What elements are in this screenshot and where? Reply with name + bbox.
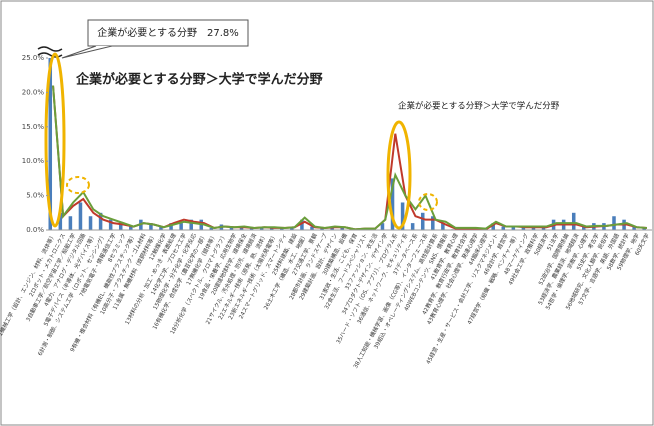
bar (420, 212, 425, 230)
bar (501, 226, 506, 230)
bar (491, 223, 495, 230)
bar (239, 226, 244, 230)
bar (88, 216, 93, 230)
bar (310, 226, 314, 230)
bar (390, 178, 395, 230)
y-tick-label: 5.0% (26, 192, 44, 200)
bar (300, 219, 304, 230)
bar (340, 226, 344, 230)
bar (229, 226, 234, 230)
bar (632, 226, 636, 230)
bar (642, 227, 646, 230)
bar (209, 227, 214, 230)
bar (431, 216, 435, 230)
bar (441, 223, 445, 230)
bar (269, 227, 274, 230)
highlight (418, 193, 438, 211)
bar (179, 223, 183, 230)
line (52, 85, 648, 231)
bar (48, 58, 53, 231)
y-tick-label: 25.0% (22, 54, 45, 62)
plot (48, 58, 648, 231)
callout-pointer (61, 45, 113, 59)
y-tick-label: 10.0% (22, 157, 45, 165)
bar (541, 226, 546, 230)
bar (129, 226, 133, 230)
annotation: 企業が必要とする分野＞大学で学んだ分野 (398, 101, 560, 112)
bar (118, 221, 123, 230)
highlight (44, 52, 66, 228)
bar (380, 223, 385, 230)
bar (410, 223, 415, 230)
bar (78, 202, 83, 230)
bar (108, 219, 113, 230)
bar (169, 223, 173, 230)
bar (159, 226, 163, 230)
y-tick-label: 20.0% (22, 88, 45, 96)
y-tick-label: 0.0% (26, 226, 44, 234)
bar (320, 227, 324, 230)
bar (149, 223, 153, 230)
bar (249, 227, 254, 230)
bar (280, 227, 284, 230)
annotation: 企業が必要とする分野＞大学で学んだ分野 (75, 72, 323, 88)
bar (571, 212, 576, 230)
bar (58, 212, 63, 230)
bar (511, 226, 516, 230)
bar (612, 216, 616, 230)
bar (531, 226, 536, 230)
y-tick-label: 15.0% (22, 123, 45, 131)
highlight (386, 120, 412, 230)
bar (189, 219, 193, 230)
highlight (66, 176, 90, 194)
bar (400, 202, 405, 230)
bar (98, 212, 103, 230)
annotation: 企業が必要とする分野 27.8% (97, 26, 238, 39)
bar (68, 216, 73, 230)
bar (582, 226, 586, 230)
bar (521, 226, 526, 230)
callout-box (87, 19, 249, 47)
